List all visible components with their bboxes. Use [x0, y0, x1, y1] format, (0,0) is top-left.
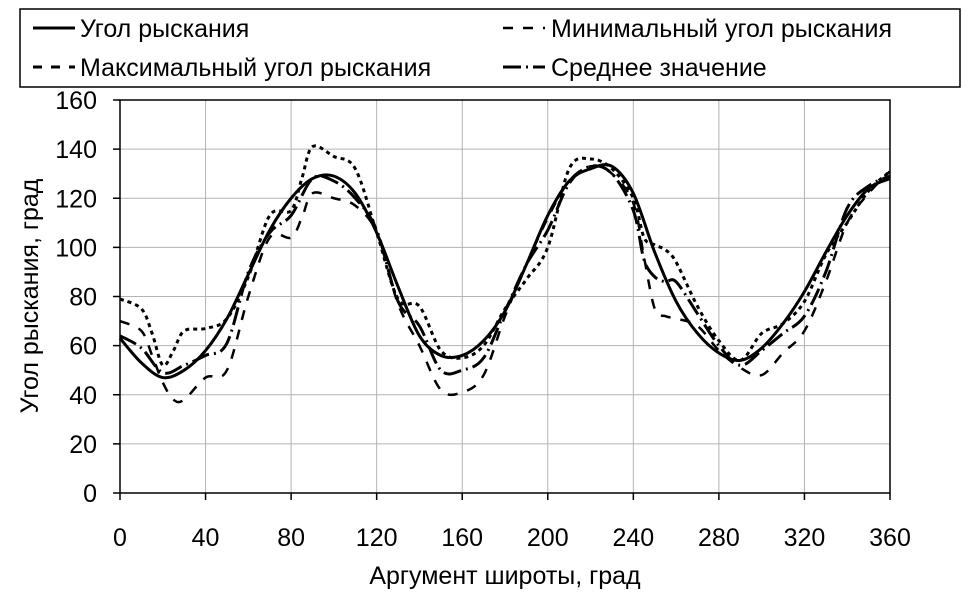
series-line-dash-dot	[119, 164, 891, 376]
y-tick-label: 20	[69, 431, 97, 459]
x-tick-label: 80	[277, 524, 305, 552]
y-tick-label: 100	[55, 234, 97, 262]
legend-label-max-yaw-angle: Максимальный угол рыскания	[80, 54, 431, 82]
y-axis-tick-labels: 0 20 40 60 80 100 120 140 160	[55, 87, 97, 508]
plot-area	[113, 99, 892, 500]
legend-label-min-yaw-angle: Минимальный угол рыскания	[551, 15, 892, 43]
x-tick-label: 0	[113, 524, 127, 552]
x-tick-label: 200	[527, 524, 569, 552]
x-tick-label: 160	[441, 524, 483, 552]
legend-box	[19, 8, 961, 88]
x-tick-label: 320	[784, 524, 826, 552]
legend-entry-mean-value: Среднее значение	[503, 54, 767, 82]
y-tick-label: 120	[55, 185, 97, 213]
y-tick-label: 140	[55, 136, 97, 164]
y-tick-label: 40	[69, 382, 97, 410]
x-axis-title: Аргумент широты, град	[369, 562, 641, 590]
legend-label-yaw-angle: Угол рыскания	[80, 15, 249, 43]
legend-entry-yaw-angle: Угол рыскания	[33, 15, 249, 43]
x-tick-label: 40	[192, 524, 220, 552]
series-line-dotted	[119, 144, 892, 368]
axis-ticks	[113, 99, 891, 500]
legend-label-mean-value: Среднее значение	[551, 54, 767, 82]
series-lines	[118, 144, 892, 404]
y-tick-label: 160	[55, 87, 97, 115]
x-tick-label: 240	[612, 524, 654, 552]
legend-entry-max-yaw-angle: Максимальный угол рыскания	[33, 54, 431, 82]
y-tick-label: 0	[83, 480, 97, 508]
series-line-dashed	[119, 164, 891, 404]
x-axis-tick-labels: 0 40 80 120 160 200 240 280 320 360	[113, 524, 911, 552]
y-tick-label: 80	[69, 284, 97, 312]
x-tick-label: 120	[356, 524, 398, 552]
y-tick-label: 60	[69, 333, 97, 361]
legend-entry-min-yaw-angle: Минимальный угол рыскания	[503, 15, 892, 43]
legend: Угол рыскания Минимальный угол рыскания …	[19, 8, 961, 88]
x-tick-label: 360	[869, 524, 911, 552]
y-axis-title: Угол рыскания, град	[16, 178, 44, 413]
x-tick-label: 280	[698, 524, 740, 552]
